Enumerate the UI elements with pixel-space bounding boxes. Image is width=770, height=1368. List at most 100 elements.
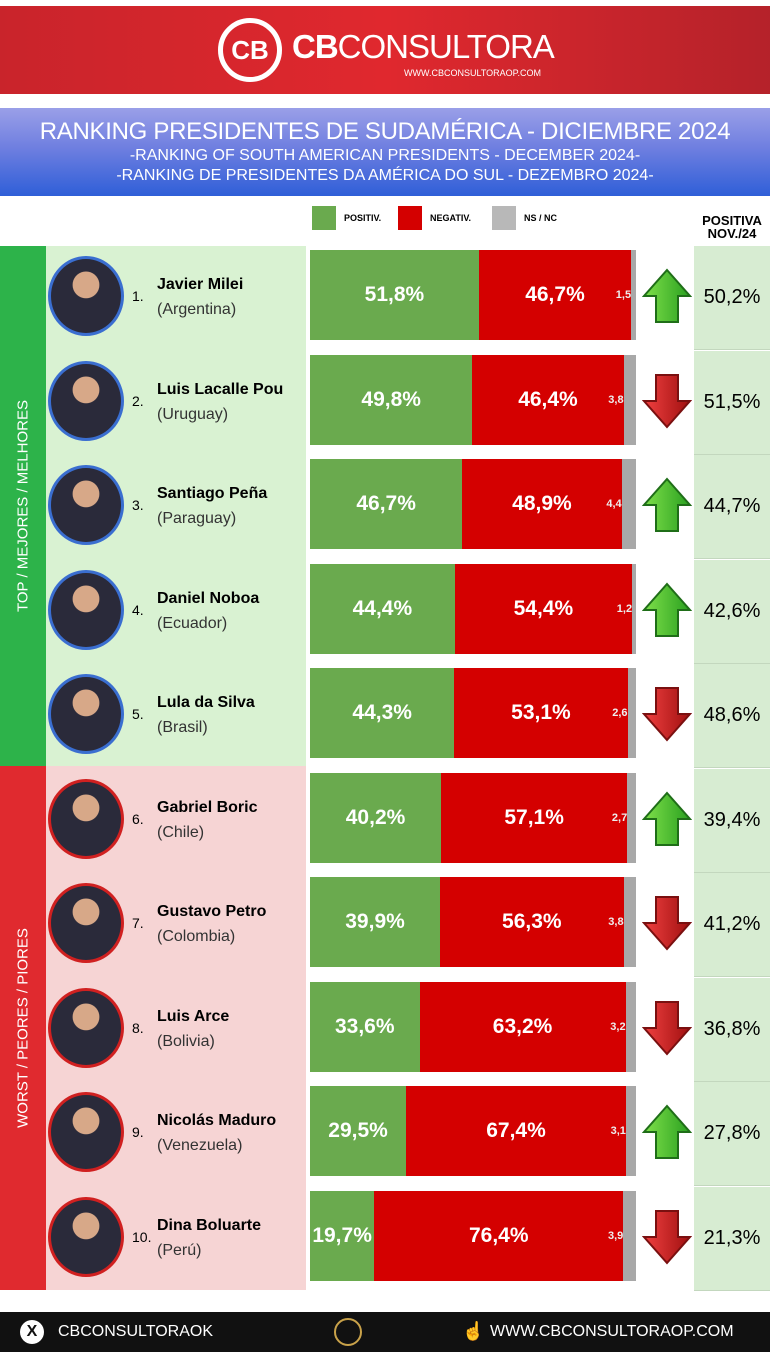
country: (Chile): [157, 823, 205, 841]
bar-nsnc: [627, 668, 636, 758]
stacked-bar: 51,8% 46,7% 1,5: [310, 250, 636, 340]
avatar: [48, 883, 124, 963]
rank: 2.: [132, 392, 144, 409]
avatar: [48, 360, 124, 441]
rank: 4.: [132, 601, 144, 618]
nsnc-label: 3,8: [608, 916, 624, 928]
previous-positive: 44,7%: [694, 455, 770, 559]
arrow-down-icon: [641, 895, 693, 951]
negative-label: 56,3%: [502, 910, 562, 933]
bar-nsnc: [623, 877, 636, 967]
avatar: [48, 987, 124, 1068]
negative-label: 63,2%: [492, 1014, 553, 1038]
previous-positive: 51,5%: [694, 350, 770, 455]
bar-positive: 19,7%: [310, 1190, 375, 1281]
stacked-bar: 29,5% 67,4% 3,1: [310, 1086, 636, 1176]
bar-positive: 44,4%: [310, 563, 455, 654]
president-name: Gustavo Petro: [157, 903, 267, 920]
bar-negative: 56,3% 3,8: [440, 877, 624, 967]
rank: 7.: [132, 915, 144, 931]
table-row: 2. Luis Lacalle Pou (Uruguay) 49,8% 46,4…: [0, 350, 770, 455]
avatar: [48, 778, 124, 859]
avatar: [48, 674, 124, 754]
bar-negative: 48,9% 4,4: [462, 459, 622, 549]
bar-positive: 39,9%: [310, 877, 441, 967]
negative-label: 46,4%: [518, 387, 578, 411]
table-row: 3. Santiago Peña (Paraguay) 46,7% 48,9% 4…: [0, 455, 770, 559]
footer: X CBCONSULTORAOK ☝ WWW.CBCONSULTORAOP.CO…: [0, 1312, 770, 1352]
bar-nsnc: [621, 459, 636, 549]
avatar: [48, 256, 124, 336]
header-url[interactable]: WWW.CBCONSULTORAOP.COM: [404, 68, 542, 78]
negative-label: 57,1%: [504, 805, 564, 829]
negative-label: 67,4%: [486, 1119, 546, 1142]
previous-positive: 48,6%: [694, 664, 770, 768]
positive-label: 51,8%: [364, 283, 425, 306]
bar-nsnc: [632, 563, 636, 654]
avatar: [48, 1196, 124, 1277]
bar-negative: 46,7% 1,5: [478, 250, 632, 340]
president-name: Gabriel Boric: [157, 798, 258, 816]
negative-label: 76,4%: [468, 1223, 529, 1247]
bar-nsnc: [623, 1190, 636, 1281]
arrow-up-icon: [641, 790, 693, 847]
previous-header: POSITIVA NOV./24: [702, 213, 762, 241]
avatar: [48, 465, 124, 545]
positive-label: 39,9%: [345, 910, 405, 933]
bar-negative: 76,4% 3,9: [374, 1190, 624, 1281]
positive-label: 33,6%: [334, 1014, 395, 1038]
bar-nsnc: [627, 772, 636, 863]
bar-positive: 33,6%: [310, 981, 420, 1072]
bar-positive: 44,3%: [310, 668, 455, 758]
previous-positive: 27,8%: [694, 1082, 770, 1186]
legend-nsnc: NS / NC: [492, 206, 557, 230]
logo: CB: [218, 18, 282, 82]
stacked-bar: 19,7% 76,4% 3,9: [310, 1190, 636, 1281]
president-name: Nicolás Maduro: [157, 1112, 277, 1129]
table-row: 5. Lula da Silva (Brasil) 44,3% 53,1% 2,6…: [0, 664, 770, 768]
rank: 6.: [132, 810, 144, 827]
bar-positive: 46,7%: [310, 459, 463, 549]
title-box: RANKING PRESIDENTES DE SUDAMÉRICA - DICI…: [0, 108, 770, 196]
footer-social[interactable]: CBCONSULTORAOK: [58, 1323, 213, 1340]
brand-name: CBCONSULTORA: [292, 28, 555, 66]
arrow-down-icon: [641, 373, 693, 429]
bar-negative: 63,2% 3,2: [419, 981, 626, 1072]
avatar: [48, 569, 124, 650]
negative-label: 53,1%: [511, 701, 571, 724]
arrow-up-icon: [641, 268, 693, 324]
country: (Bolivia): [157, 1032, 215, 1050]
bar-positive: 29,5%: [310, 1086, 407, 1176]
x-icon[interactable]: X: [20, 1320, 44, 1344]
bar-positive: 51,8%: [310, 250, 479, 340]
table-row: 1. Javier Milei (Argentina) 51,8% 46,7% 1…: [0, 246, 770, 350]
president-name: Dina Boluarte: [157, 1216, 262, 1234]
header-banner: CB CBCONSULTORA WWW.CBCONSULTORAOP.COM: [0, 6, 770, 94]
positive-label: 44,3%: [352, 701, 412, 724]
subtitle-pt: -RANKING DE PRESIDENTES DA AMÉRICA DO SU…: [116, 167, 654, 184]
table-row: 9. Nicolás Maduro (Venezuela) 29,5% 67,4…: [0, 1082, 770, 1186]
pointer-icon: ☝: [462, 1321, 485, 1341]
rank: 10.: [132, 1228, 152, 1245]
president-name: Lula da Silva: [157, 694, 255, 711]
previous-positive: 42,6%: [694, 559, 770, 664]
stacked-bar: 46,7% 48,9% 4,4: [310, 459, 636, 549]
previous-positive: 36,8%: [694, 977, 770, 1082]
positive-label: 46,7%: [356, 492, 416, 515]
arrow-up-icon: [641, 477, 693, 533]
previous-positive: 41,2%: [694, 873, 770, 977]
previous-positive: 21,3%: [694, 1186, 770, 1291]
bar-positive: 49,8%: [310, 354, 473, 445]
footer-website[interactable]: WWW.CBCONSULTORAOP.COM: [490, 1323, 734, 1340]
bar-nsnc: [625, 1086, 636, 1176]
president-name: Daniel Noboa: [157, 589, 260, 607]
bar-nsnc: [623, 354, 636, 445]
rank: 1.: [132, 288, 144, 304]
bar-negative: 67,4% 3,1: [406, 1086, 626, 1176]
table-row: 8. Luis Arce (Bolivia) 33,6% 63,2% 3,2 36…: [0, 977, 770, 1082]
brand-bold: CB: [292, 28, 339, 65]
stacked-bar: 39,9% 56,3% 3,8: [310, 877, 636, 967]
worst-band: WORST / PEORES / PIORES: [0, 766, 46, 1290]
nsnc-label: 1,2: [616, 602, 633, 615]
country: (Perú): [157, 1241, 202, 1259]
